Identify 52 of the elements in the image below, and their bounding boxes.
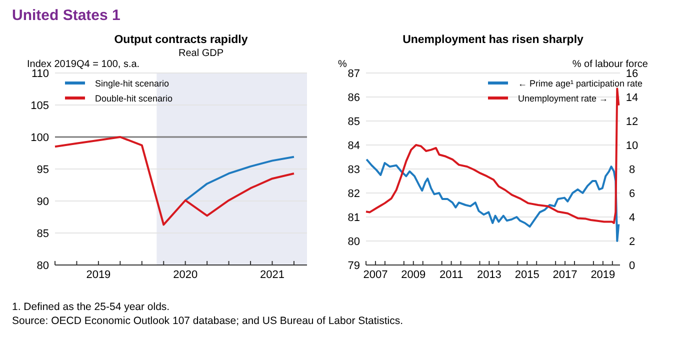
y-tick-label: 81 xyxy=(348,212,360,224)
y-tick-label: 80 xyxy=(348,236,360,248)
x-tick-label: 2020 xyxy=(173,269,198,281)
legend-label: Double-hit scenario xyxy=(95,94,173,104)
y-axis-title: Index 2019Q4 = 100, s.a. xyxy=(27,59,140,70)
chart-subtitle: Real GDP xyxy=(178,48,224,59)
y2-tick-label: 8 xyxy=(628,164,636,176)
y-tick-label: 80 xyxy=(36,260,49,272)
legend-label: Unemployment rate → xyxy=(518,94,608,104)
y-tick-label: 82 xyxy=(348,188,360,200)
line-series xyxy=(54,136,295,226)
line-series xyxy=(365,88,620,224)
y-tick-label: 110 xyxy=(31,68,49,80)
x-tick-label: 2015 xyxy=(514,269,540,281)
y-axis-title: % xyxy=(338,59,347,70)
y2-tick-label: 0 xyxy=(628,260,636,272)
y2-tick-label: 4 xyxy=(628,212,636,224)
y2-tick-label: 16 xyxy=(626,68,638,80)
y-tick-label: 85 xyxy=(348,116,360,128)
line-series xyxy=(366,158,620,242)
y-tick-label: 100 xyxy=(30,132,49,144)
x-tick-label: 2021 xyxy=(260,269,284,281)
source-note: Source: OECD Economic Outlook 107 database; and US Bureau of Labor Statistics. xyxy=(12,315,404,327)
y-tick-label: 84 xyxy=(348,140,360,152)
x-tick-label: 2019 xyxy=(590,269,616,281)
y2-tick-label: 10 xyxy=(626,140,638,152)
x-tick-label: 2019 xyxy=(86,269,111,281)
y-tick-label: 83 xyxy=(348,164,360,176)
x-tick-label: 2017 xyxy=(552,269,578,281)
x-tick-label: 2013 xyxy=(476,269,502,281)
legend-label: Single-hit scenario xyxy=(95,78,170,88)
legend-label: ← Prime age¹ participation rate xyxy=(518,78,643,88)
y2-tick-label: 14 xyxy=(626,92,638,104)
chart-title: Output contracts rapidly xyxy=(114,34,248,46)
y2-tick-label: 2 xyxy=(628,236,636,248)
y-tick-label: 105 xyxy=(30,100,49,112)
text: United States 1 xyxy=(12,7,120,24)
y-tick-label: 79 xyxy=(348,260,360,272)
x-tick-label: 2007 xyxy=(363,269,388,281)
chart-title: Unemployment has risen sharply xyxy=(402,34,584,46)
y-tick-label: 85 xyxy=(36,228,49,240)
y2-tick-label: 6 xyxy=(628,188,636,200)
y-tick-label: 95 xyxy=(36,164,49,176)
y-tick-label: 87 xyxy=(348,68,360,80)
y2-tick-label: 12 xyxy=(626,116,638,128)
text: 1. Defined as the 25-54 year olds. xyxy=(12,301,170,313)
line-series xyxy=(184,156,295,202)
x-tick-label: 2011 xyxy=(439,269,464,281)
y-tick-label: 86 xyxy=(348,92,360,104)
y-tick-label: 90 xyxy=(36,196,49,208)
x-tick-label: 2009 xyxy=(401,269,426,281)
y2-axis-title: % of labour force xyxy=(572,59,648,70)
